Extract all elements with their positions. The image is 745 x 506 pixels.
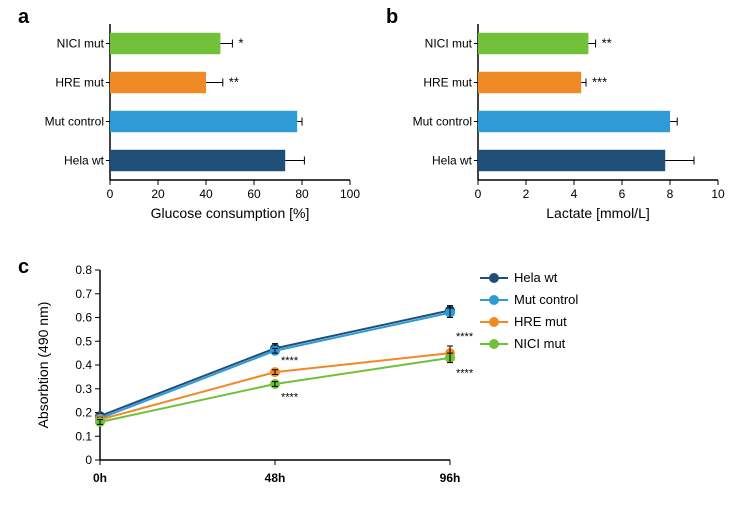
svg-text:0.5: 0.5 bbox=[75, 334, 92, 348]
svg-text:Hela wt: Hela wt bbox=[432, 154, 473, 168]
svg-text:0h: 0h bbox=[93, 471, 107, 485]
svg-text:40: 40 bbox=[199, 187, 213, 201]
svg-text:****: **** bbox=[456, 368, 474, 380]
svg-text:20: 20 bbox=[151, 187, 165, 201]
svg-text:Mut control: Mut control bbox=[514, 292, 578, 307]
svg-text:Absorbtion (490 nm): Absorbtion (490 nm) bbox=[35, 302, 51, 429]
svg-text:Mut control: Mut control bbox=[413, 115, 472, 129]
svg-text:0.4: 0.4 bbox=[75, 358, 92, 372]
svg-text:****: **** bbox=[281, 355, 299, 367]
svg-text:***: *** bbox=[592, 75, 607, 90]
svg-text:0: 0 bbox=[107, 187, 114, 201]
panel-a-chart: 0 20 40 60 80 100 Glucose consumption [%] NICI … bbox=[30, 14, 370, 224]
panel-b-label: b bbox=[386, 6, 398, 29]
svg-text:HRE mut: HRE mut bbox=[55, 76, 104, 90]
svg-text:60: 60 bbox=[247, 187, 261, 201]
panel-b-chart: 0 2 4 6 8 10 Lactate [mmol/L] NICI mut ** HRE mut… bbox=[398, 14, 738, 224]
svg-text:4: 4 bbox=[571, 187, 578, 201]
svg-text:0.2: 0.2 bbox=[75, 406, 92, 420]
panel-a-label: a bbox=[18, 6, 29, 29]
svg-text:8: 8 bbox=[667, 187, 674, 201]
svg-text:****: **** bbox=[456, 331, 474, 343]
svg-text:Hela wt: Hela wt bbox=[514, 270, 558, 285]
svg-text:Glucose consumption [%]: Glucose consumption [%] bbox=[151, 205, 310, 221]
svg-text:0: 0 bbox=[85, 453, 92, 467]
svg-text:80: 80 bbox=[295, 187, 309, 201]
svg-text:*: * bbox=[238, 36, 243, 51]
svg-text:**: ** bbox=[229, 75, 239, 90]
svg-text:0.1: 0.1 bbox=[75, 429, 92, 443]
svg-text:0: 0 bbox=[475, 187, 482, 201]
svg-text:0.6: 0.6 bbox=[75, 311, 92, 325]
svg-text:Hela wt: Hela wt bbox=[64, 154, 105, 168]
svg-text:NICI mut: NICI mut bbox=[425, 37, 473, 51]
svg-text:NICI mut: NICI mut bbox=[57, 37, 105, 51]
svg-text:Mut control: Mut control bbox=[45, 115, 104, 129]
svg-text:48h: 48h bbox=[265, 471, 286, 485]
svg-text:****: **** bbox=[281, 391, 299, 403]
svg-text:6: 6 bbox=[619, 187, 626, 201]
svg-text:100: 100 bbox=[340, 187, 360, 201]
svg-text:HRE mut: HRE mut bbox=[423, 76, 472, 90]
panel-c-label: c bbox=[18, 256, 29, 279]
svg-text:10: 10 bbox=[711, 187, 725, 201]
svg-text:0.8: 0.8 bbox=[75, 263, 92, 277]
svg-text:0.3: 0.3 bbox=[75, 382, 92, 396]
svg-text:0.7: 0.7 bbox=[75, 287, 92, 301]
svg-text:96h: 96h bbox=[440, 471, 461, 485]
svg-text:**: ** bbox=[602, 36, 612, 51]
panel-c-chart: 0 0.1 0.2 0.3 0.4 0.5 0.6 0.7 0.8 Absorbtion (490… bbox=[30, 260, 730, 500]
svg-text:HRE mut: HRE mut bbox=[514, 314, 567, 329]
svg-text:2: 2 bbox=[523, 187, 530, 201]
svg-text:Lactate [mmol/L]: Lactate [mmol/L] bbox=[546, 205, 650, 221]
svg-text:NICI mut: NICI mut bbox=[514, 336, 566, 351]
